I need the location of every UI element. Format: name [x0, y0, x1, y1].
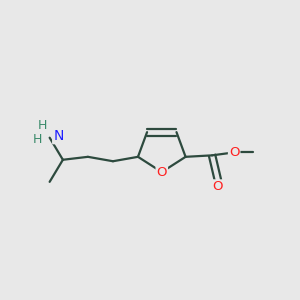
Text: H: H	[38, 119, 47, 132]
Text: H: H	[33, 133, 42, 146]
Text: O: O	[157, 166, 167, 178]
Text: N: N	[53, 129, 64, 143]
Text: O: O	[213, 180, 223, 194]
Text: O: O	[229, 146, 239, 159]
